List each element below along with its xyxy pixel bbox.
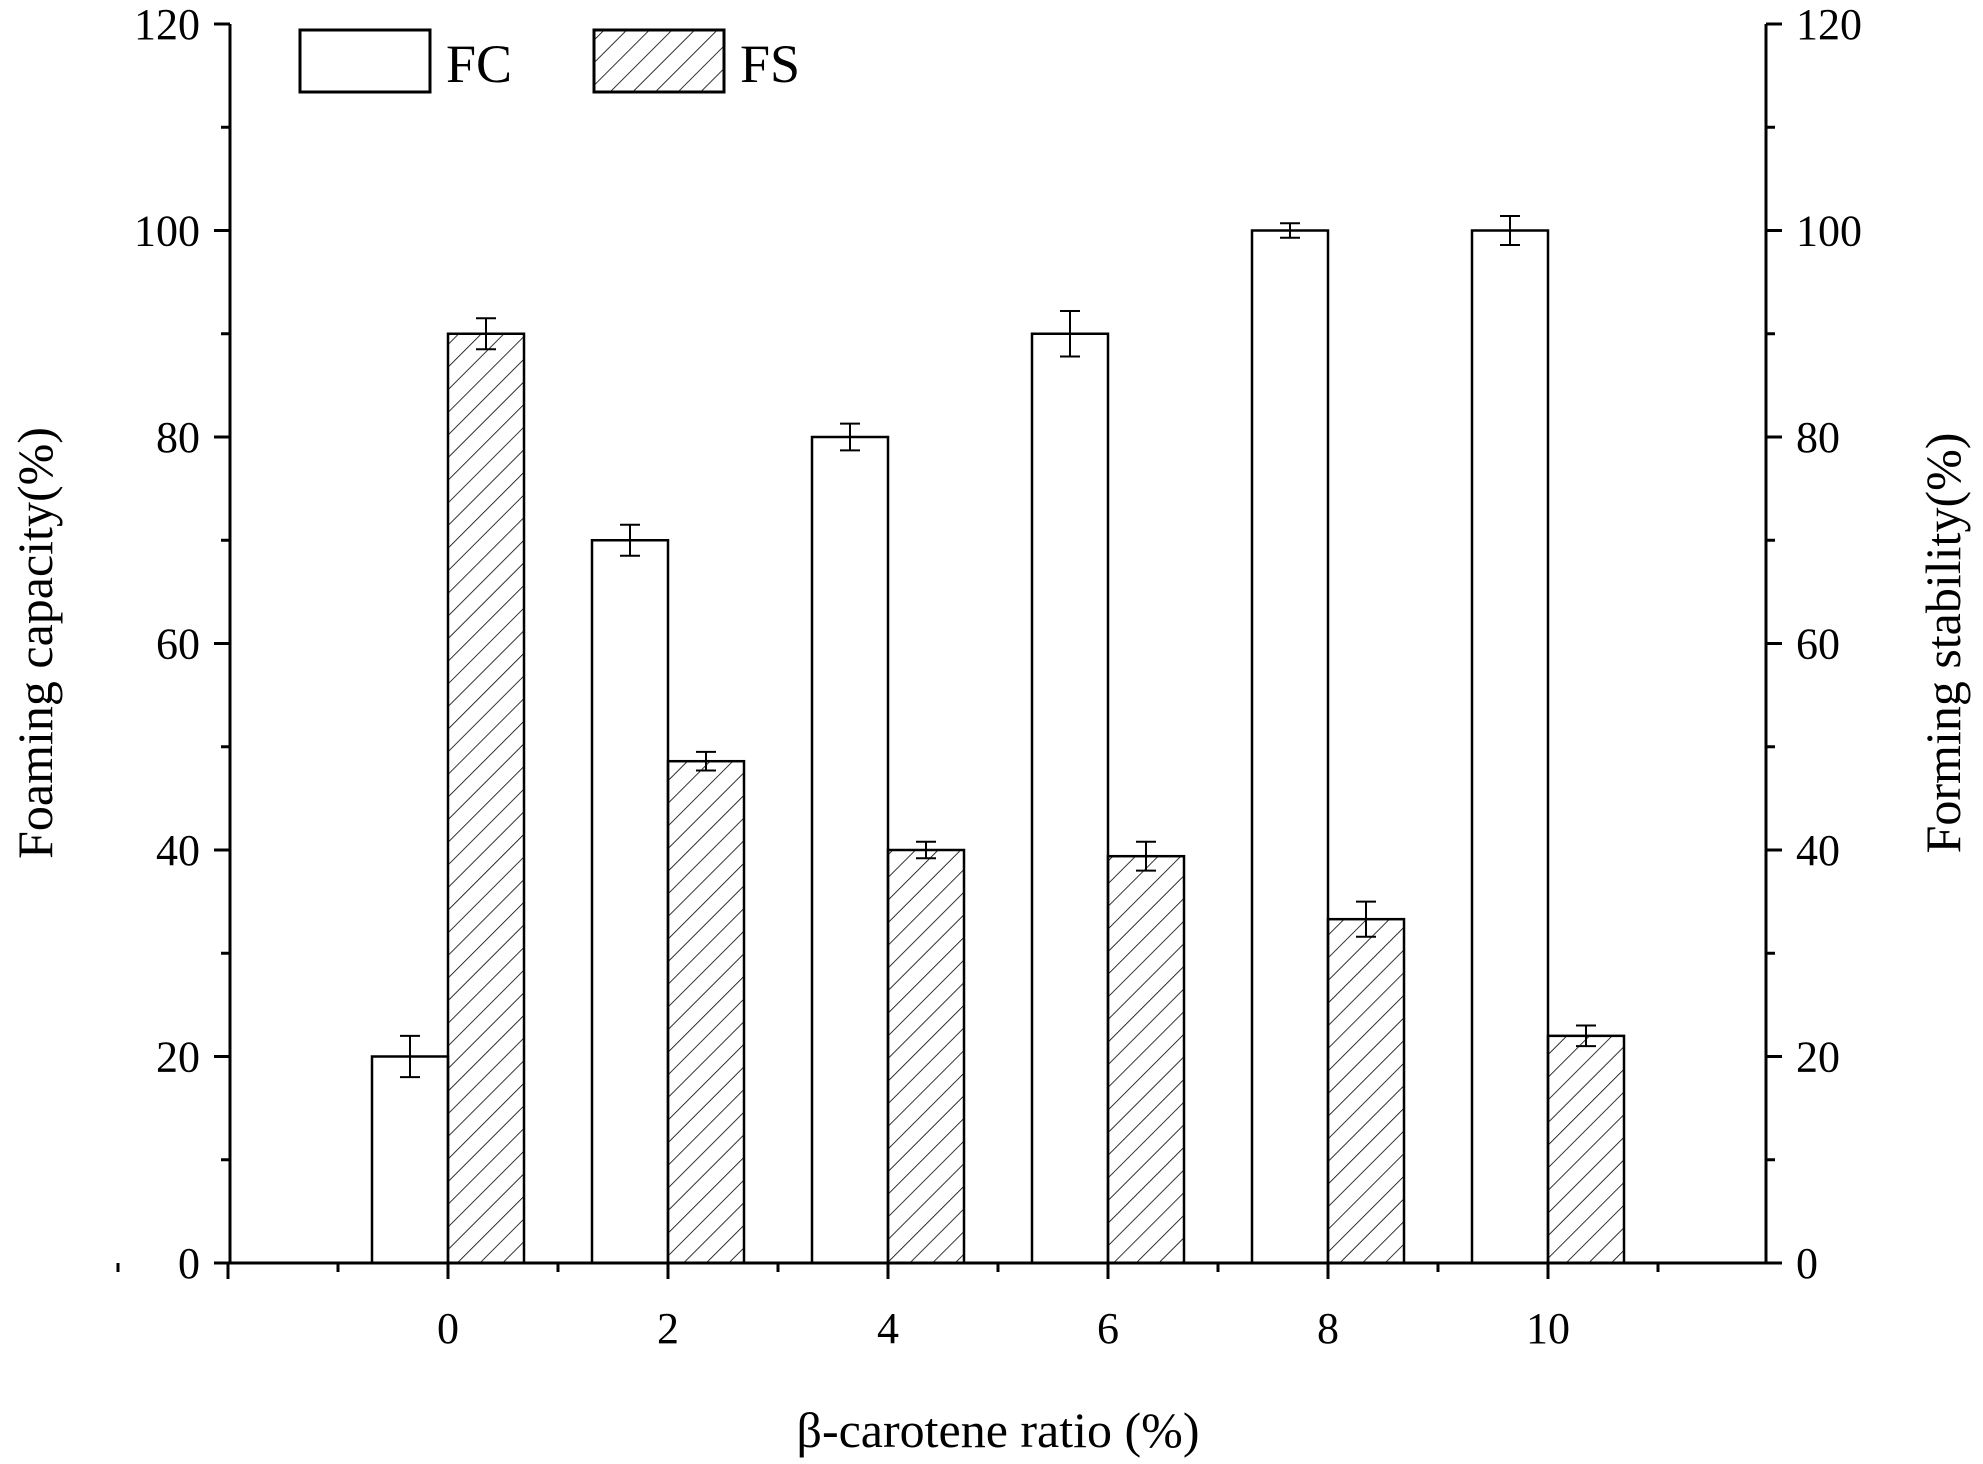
left-y-tick-label: 40: [156, 826, 200, 875]
bar-fs-4: [886, 848, 966, 1265]
legend: FC FS: [298, 28, 800, 94]
left-y-tick-label: 20: [156, 1033, 200, 1082]
right-y-tick-label: 40: [1796, 826, 1840, 875]
legend-swatch-fc: [298, 28, 432, 94]
x-axis-title: β-carotene ratio (%): [797, 1402, 1200, 1458]
bar-fc-2: [590, 539, 670, 1265]
x-tick-label: 8: [1317, 1304, 1339, 1353]
left-y-tick-label: 0: [178, 1239, 200, 1288]
error-bar-fs-8: [1356, 900, 1376, 938]
error-bar-fs-6: [1136, 840, 1156, 872]
error-bar-fc-6: [1060, 310, 1080, 358]
bars: [370, 229, 1626, 1265]
left-y-tick-label: 60: [156, 620, 200, 669]
left-y-ticks: 0 20 40 60 80 100 120: [134, 0, 230, 1288]
error-bar-fs-4: [916, 840, 936, 860]
x-tick-label: 2: [657, 1304, 679, 1353]
bar-fc-10: [1470, 229, 1550, 1265]
x-tick-label: 0: [437, 1304, 459, 1353]
error-bar-fc-2: [620, 523, 640, 557]
bar-fs-8: [1326, 917, 1406, 1265]
right-y-tick-label: 80: [1796, 413, 1840, 462]
bar-fc-4: [810, 435, 890, 1265]
x-tick-label: 10: [1526, 1304, 1570, 1353]
left-y-tick-label: 100: [134, 207, 200, 256]
right-y-tick-label: 0: [1796, 1239, 1818, 1288]
bar-fs-10: [1546, 1034, 1626, 1265]
error-bar-fc-4: [840, 422, 860, 452]
bar-fc-0: [370, 1055, 450, 1265]
right-y-tick-label: 60: [1796, 620, 1840, 669]
left-y-tick-label: 120: [134, 0, 200, 49]
legend-label-fc: FC: [446, 34, 512, 94]
error-bar-fs-2: [696, 750, 716, 772]
right-y-tick-label: 120: [1796, 0, 1862, 49]
right-y-tick-label: 20: [1796, 1033, 1840, 1082]
error-bar-fs-0: [476, 317, 496, 351]
left-y-axis-title: Foaming capacity(%): [7, 427, 63, 859]
x-tick-label: 6: [1097, 1304, 1119, 1353]
x-tick-label: 4: [877, 1304, 899, 1353]
error-bar-fc-0: [400, 1034, 420, 1079]
legend-swatch-fs: [592, 28, 726, 94]
right-y-ticks: 0 20 40 60 80 100 120: [1766, 0, 1862, 1288]
error-bar-fc-8: [1280, 222, 1300, 239]
right-y-axis-title: Forming stability(%): [1915, 433, 1971, 854]
bar-fs-6: [1106, 854, 1186, 1265]
left-y-tick-label: 80: [156, 413, 200, 462]
error-bar-fc-10: [1500, 215, 1520, 246]
bar-fs-0: [446, 332, 526, 1265]
error-bar-fs-10: [1576, 1024, 1596, 1048]
bar-fc-8: [1250, 229, 1330, 1265]
legend-label-fs: FS: [740, 34, 800, 94]
error-bars: [400, 215, 1596, 1079]
right-y-tick-label: 100: [1796, 207, 1862, 256]
bar-fc-6: [1030, 332, 1110, 1265]
x-ticks: 0 2 4 6 8 10: [116, 1263, 1660, 1353]
bar-fs-2: [666, 759, 746, 1265]
